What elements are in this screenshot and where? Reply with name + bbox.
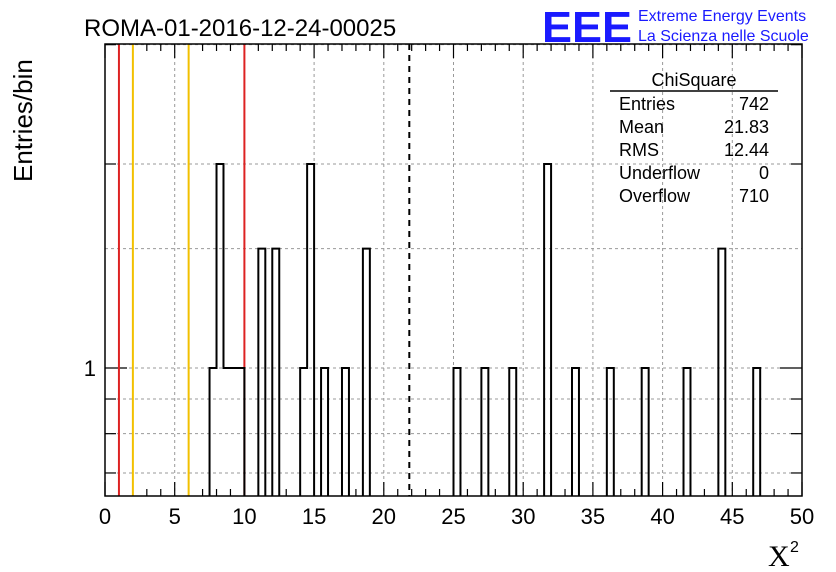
reference-lines (117, 44, 411, 496)
x-tick-label: 40 (650, 504, 674, 529)
y-axis-label: Entries/bin (8, 59, 38, 182)
x-tick-label: 0 (99, 504, 111, 529)
stats-row-label: Overflow (619, 186, 691, 206)
x-axis-label: X 2 (768, 539, 799, 572)
x-tick-label: 50 (790, 504, 814, 529)
x-tick-labels: 0 5 10 15 20 25 30 35 40 45 50 (99, 504, 814, 529)
stats-rows: Entries 742 Mean 21.83 RMS 12.44 Underflow 0 Ove… (619, 94, 769, 206)
x-tick-label: 5 (169, 504, 181, 529)
x-tick-label: 15 (302, 504, 326, 529)
x-tick-label: 35 (581, 504, 605, 529)
x-axis-label-text: X (768, 540, 790, 572)
stats-row-label: Mean (619, 117, 664, 137)
run-title: ROMA-01-2016-12-24-00025 (84, 15, 396, 42)
x-tick-label: 25 (441, 504, 465, 529)
x-tick-label: 30 (511, 504, 535, 529)
histogram-outline (208, 163, 762, 496)
y-tick-label-1: 1 (84, 356, 96, 381)
x-tick-label: 10 (232, 504, 256, 529)
stats-row-label: Underflow (619, 163, 701, 183)
plot-frame (104, 43, 803, 497)
x-tick-label: 20 (372, 504, 396, 529)
x-tick-label: 45 (720, 504, 744, 529)
stats-row-value: 12.44 (724, 140, 769, 160)
stats-title: ChiSquare (651, 70, 736, 90)
stats-row-value: 21.83 (724, 117, 769, 137)
stats-row-value: 710 (739, 186, 769, 206)
stats-row-value: 0 (759, 163, 769, 183)
stats-row-label: RMS (619, 140, 659, 160)
logo-line-2: La Scienza nelle Scuole (638, 28, 809, 45)
stats-row-value: 742 (739, 94, 769, 114)
stats-row-label: Entries (619, 94, 675, 114)
x-axis-label-superscript: 2 (790, 539, 799, 556)
logo-line-1: Extreme Energy Events (638, 8, 806, 25)
eee-logo: EEE Extreme Energy Events La Scienza nel… (542, 3, 809, 52)
stats-box: ChiSquare Entries 742 Mean 21.83 RMS 12.44 Und… (610, 70, 778, 206)
